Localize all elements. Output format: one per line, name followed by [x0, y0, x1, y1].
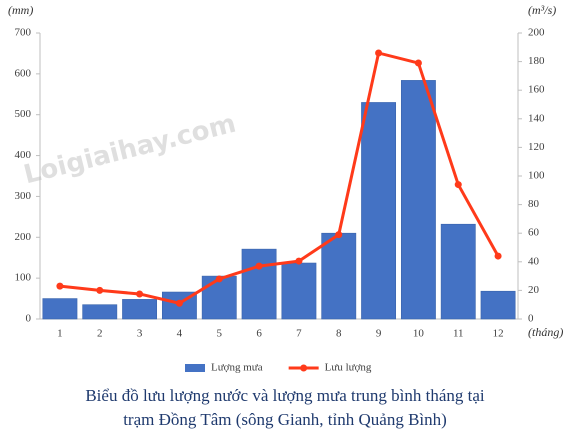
y-tick-label: 400	[15, 149, 32, 161]
y2-tick-label: 40	[528, 255, 540, 267]
y2-tick-label: 200	[528, 27, 545, 39]
line	[59, 51, 500, 305]
y2-tick-label: 60	[528, 227, 540, 239]
line-marker	[335, 231, 343, 239]
bar	[321, 232, 357, 320]
bar	[82, 304, 118, 320]
y2-tick-label: 140	[528, 112, 545, 124]
bar	[440, 223, 476, 320]
x-tick-label: 10	[413, 328, 425, 340]
x-tick-label: 2	[97, 328, 103, 340]
caption-line: Biểu đồ lưu lượng nước và lượng mưa trun…	[85, 386, 485, 405]
y2-tick-label: 20	[528, 284, 540, 296]
y2-tick-label: 160	[528, 84, 545, 96]
x-tick-label: 6	[256, 328, 262, 340]
x-axis-unit: (tháng)	[528, 325, 563, 339]
x-tick-label: 5	[217, 328, 223, 340]
bar	[42, 298, 78, 320]
bar	[201, 275, 237, 320]
line-marker	[414, 59, 422, 67]
x-tick-label: 12	[493, 328, 504, 340]
line-marker	[136, 290, 144, 298]
y-axis-unit: (mm)	[8, 3, 33, 17]
legend-label: Lượng mưa	[211, 362, 263, 374]
y-tick-label: 0	[26, 313, 32, 325]
y2-tick-label: 100	[528, 170, 545, 182]
legend-label: Lưu lượng	[325, 362, 372, 374]
y-tick-label: 300	[15, 190, 32, 202]
bar	[241, 248, 277, 320]
line-marker	[454, 181, 462, 189]
y2-tick-label: 180	[528, 55, 545, 67]
bar	[281, 262, 317, 320]
x-tick-label: 4	[177, 328, 183, 340]
bar	[361, 102, 397, 320]
y-tick-label: 500	[15, 108, 32, 120]
x-tick-label: 11	[453, 328, 464, 340]
y2-axis-unit: (m³/s)	[528, 3, 556, 17]
line-marker	[175, 299, 183, 307]
y2-tick-label: 0	[528, 313, 534, 325]
line-marker	[56, 282, 64, 290]
caption-line: trạm Đồng Tâm (sông Gianh, tỉnh Quảng Bì…	[123, 410, 447, 429]
x-tick-label: 9	[376, 328, 382, 340]
watermark: Loigiaihay.com	[21, 109, 239, 191]
y-tick-label: 200	[15, 231, 32, 243]
x-tick-label: 8	[336, 328, 342, 340]
y-tick-label: 700	[15, 27, 32, 39]
legend-swatch-marker	[300, 364, 308, 372]
bar	[480, 290, 516, 320]
x-tick-label: 3	[137, 328, 143, 340]
line-marker	[215, 275, 223, 283]
x-tick-label: 1	[57, 328, 63, 340]
line-marker	[375, 49, 383, 57]
legend-swatch	[185, 364, 205, 372]
line-marker	[96, 286, 104, 294]
bar	[122, 299, 158, 320]
y2-tick-label: 120	[528, 141, 545, 153]
line-marker	[255, 262, 263, 270]
y-tick-label: 100	[15, 272, 32, 284]
y-tick-label: 600	[15, 67, 32, 79]
line-marker	[295, 257, 303, 265]
line-marker	[494, 252, 502, 260]
y2-tick-label: 80	[528, 198, 540, 210]
bar	[400, 80, 436, 320]
x-tick-label: 7	[296, 328, 302, 340]
